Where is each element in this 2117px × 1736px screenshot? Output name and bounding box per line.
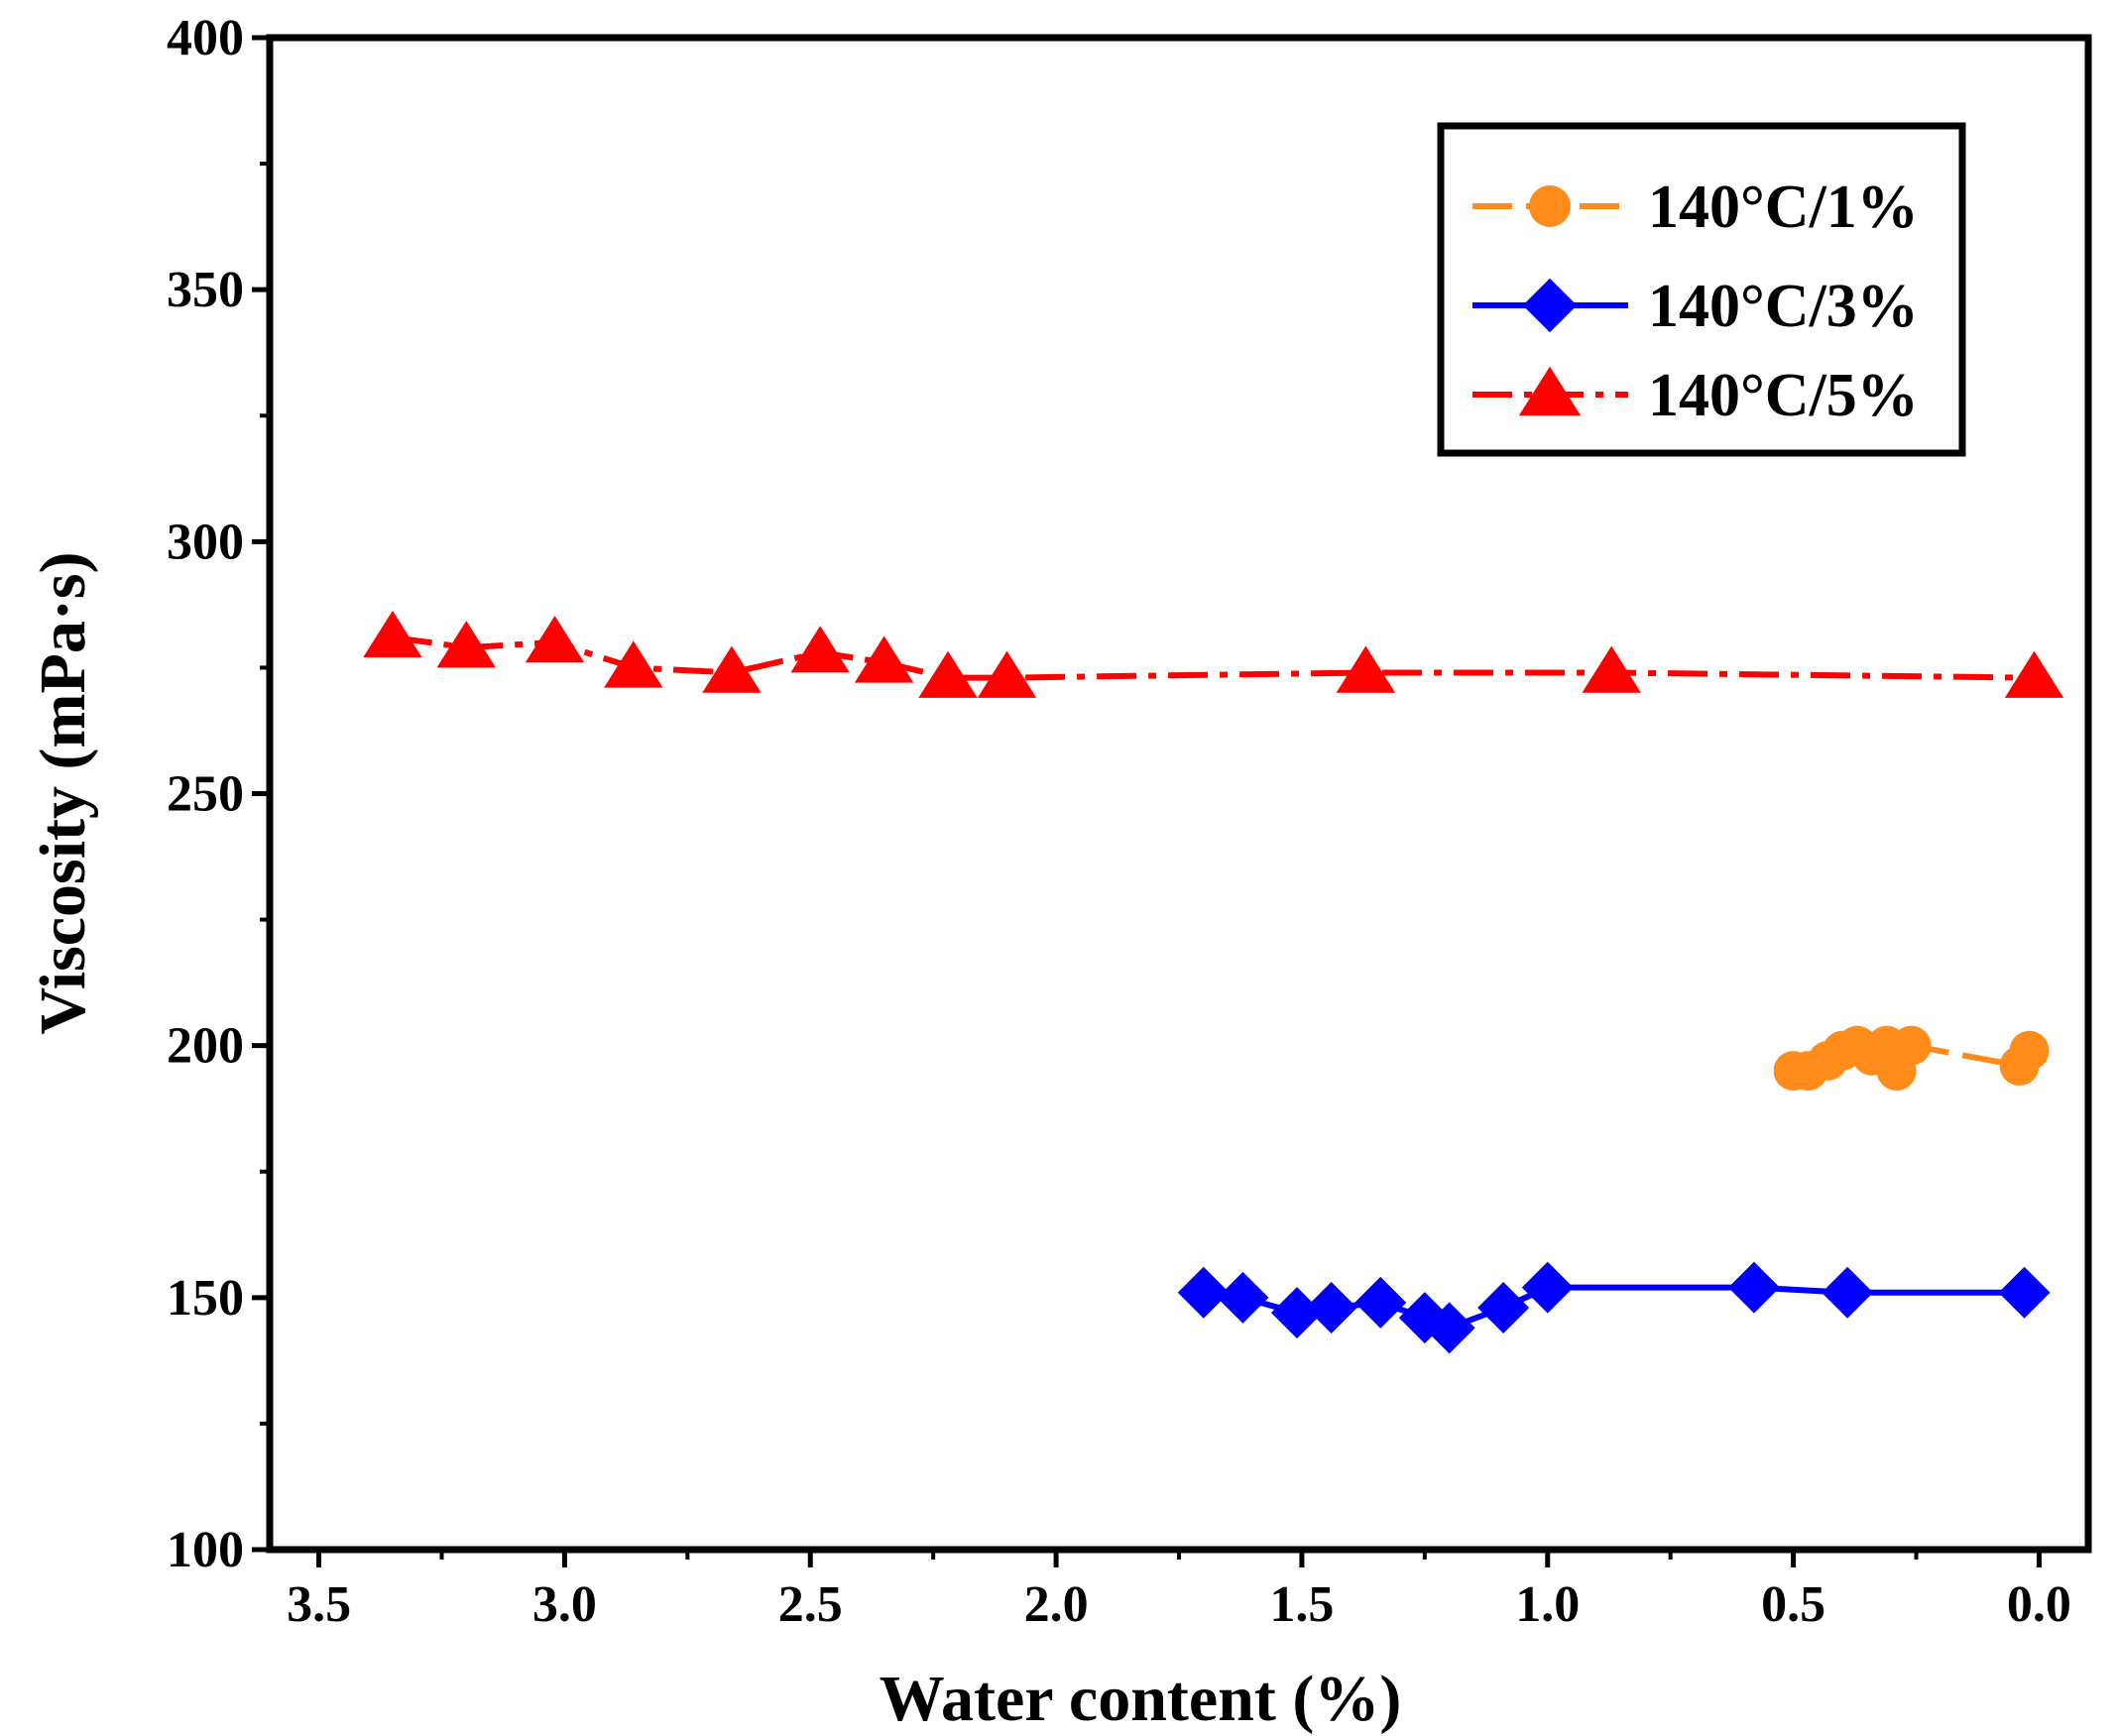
- y-tick-label: 300: [167, 514, 244, 570]
- y-tick-label: 250: [167, 766, 244, 823]
- x-axis-title: Water content (%): [880, 1663, 1402, 1735]
- y-tick-label: 100: [167, 1522, 244, 1578]
- legend-marker-2: [1522, 278, 1578, 333]
- y-axis: 100 150 200 250 300 350 400: [167, 10, 270, 1578]
- data-point-2: [1521, 1261, 1574, 1314]
- data-point-2: [1305, 1282, 1357, 1333]
- x-axis: 3.5 3.0 2.5 2.0 1.5 1.0 0.5 0.0: [287, 1550, 2071, 1633]
- legend-marker-1: [1529, 185, 1571, 227]
- legend-label-2: 140°C/3%: [1648, 273, 1919, 340]
- y-tick-label: 200: [167, 1018, 244, 1075]
- data-point-2: [1727, 1261, 1780, 1314]
- x-tick-label: 0.0: [2007, 1576, 2071, 1633]
- legend-label-3: 140°C/5%: [1648, 362, 1919, 429]
- data-point-3: [790, 626, 850, 673]
- x-tick-label: 1.0: [1515, 1576, 1580, 1633]
- data-point-3: [702, 645, 762, 693]
- x-tick-label: 3.5: [287, 1576, 351, 1633]
- data-point-2: [1998, 1266, 2051, 1319]
- legend: 140°C/1% 140°C/3% 140°C/5%: [1437, 122, 1966, 457]
- series-markers: [363, 610, 2064, 1354]
- data-point-3: [918, 650, 978, 698]
- data-point-2: [1477, 1282, 1530, 1333]
- data-point-3: [363, 610, 422, 658]
- data-point-3: [1336, 645, 1396, 693]
- x-tick-label: 2.0: [1024, 1576, 1089, 1633]
- x-tick-label: 3.0: [532, 1576, 597, 1633]
- y-tick-label: 150: [167, 1270, 244, 1327]
- data-point-2: [1822, 1266, 1874, 1319]
- data-point-3: [1582, 645, 1641, 693]
- data-point-2: [1423, 1302, 1475, 1354]
- data-point-3: [2004, 650, 2064, 698]
- data-point-3: [854, 636, 914, 683]
- legend-box: [1437, 122, 1966, 457]
- data-point-1: [2009, 1030, 2050, 1071]
- data-point-2: [1354, 1276, 1407, 1329]
- y-tick-label: 400: [167, 10, 244, 66]
- x-tick-label: 1.5: [1269, 1576, 1334, 1633]
- x-tick-label: 2.5: [778, 1576, 843, 1633]
- data-point-3: [436, 621, 496, 668]
- legend-label-1: 140°C/1%: [1648, 174, 1919, 241]
- data-point-3: [525, 616, 585, 663]
- data-point-3: [604, 640, 663, 688]
- data-point-3: [977, 650, 1037, 698]
- y-tick-label: 350: [167, 262, 244, 318]
- data-point-2: [1177, 1266, 1230, 1319]
- data-point-2: [1270, 1287, 1323, 1339]
- y-axis-title: Viscosity (mPa·s): [27, 552, 99, 1035]
- data-point-2: [1217, 1271, 1269, 1324]
- legend-marker-3: [1518, 366, 1582, 416]
- data-point-1: [1891, 1025, 1932, 1066]
- x-tick-label: 0.5: [1761, 1576, 1825, 1633]
